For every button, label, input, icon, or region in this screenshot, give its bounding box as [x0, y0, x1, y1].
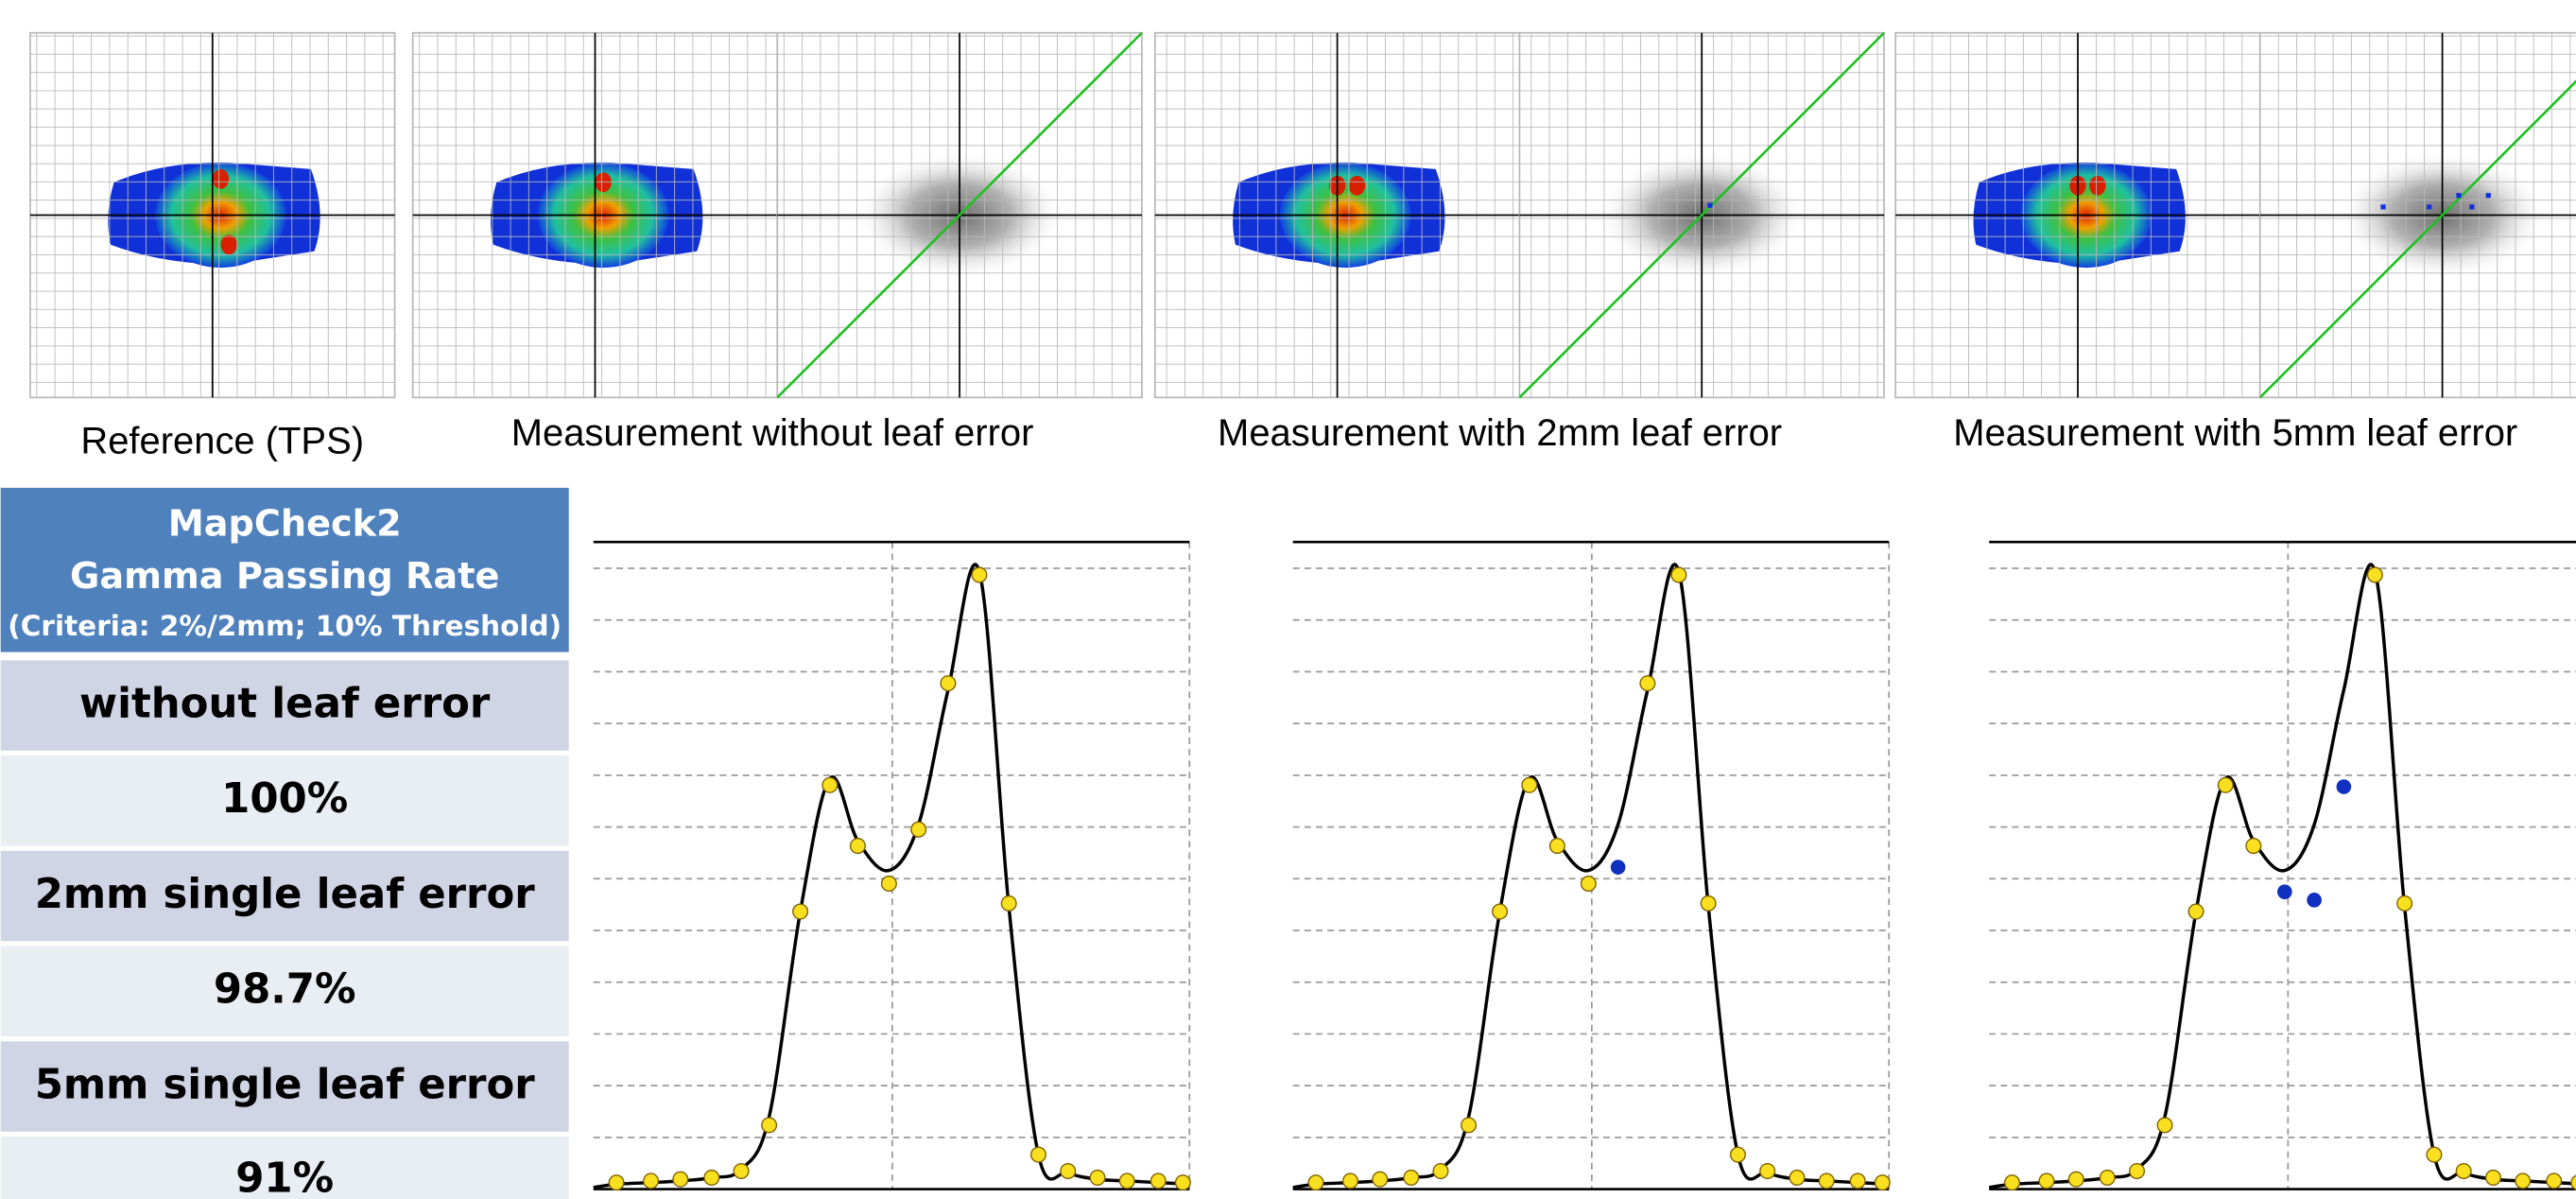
- table-cell: 5mm single leaf error: [35, 1061, 536, 1108]
- pass-point: [2188, 904, 2204, 919]
- figure: Reference (TPS) Measurement without leaf…: [0, 0, 2576, 1199]
- pass-point: [2068, 1172, 2083, 1187]
- fail-point: [1707, 203, 1712, 208]
- pass-point: [1550, 839, 1565, 854]
- pass-point: [851, 839, 866, 854]
- page: Reference (TPS) Measurement without leaf…: [0, 0, 2576, 1199]
- fail-point: [2277, 884, 2292, 899]
- pass-point: [673, 1172, 688, 1187]
- fail-point: [2307, 893, 2322, 908]
- fail-point: [2469, 204, 2474, 209]
- pass-point: [1404, 1171, 1419, 1186]
- pass-point: [1308, 1175, 1323, 1190]
- pass-point: [1001, 896, 1016, 912]
- pass-point: [2547, 1173, 2562, 1189]
- pass-point: [762, 1118, 777, 1133]
- pass-point: [2039, 1173, 2054, 1189]
- table-cell: 2mm single leaf error: [35, 871, 536, 918]
- table-cell: 98.7%: [214, 966, 356, 1014]
- fail-point: [2380, 204, 2385, 209]
- header-line: MapCheck2: [168, 503, 402, 545]
- pass-point: [2005, 1175, 2020, 1190]
- dose-map: [1155, 33, 1520, 398]
- caption: Measurement with 2mm leaf error: [1218, 412, 1782, 454]
- header-line: Gamma Passing Rate: [70, 556, 499, 598]
- pass-point: [2571, 1175, 2576, 1190]
- pass-point: [882, 877, 897, 892]
- fail-point: [2337, 779, 2352, 794]
- caption: Measurement without leaf error: [511, 412, 1034, 454]
- caption: Reference (TPS): [80, 421, 364, 462]
- pass-point: [1150, 1173, 1166, 1189]
- pass-point: [1031, 1147, 1046, 1162]
- table-cell: 91%: [235, 1155, 334, 1199]
- pass-point: [1819, 1173, 1834, 1189]
- header-line: (Criteria: 2%/2mm; 10% Threshold): [8, 610, 562, 642]
- pass-point: [822, 777, 838, 792]
- pass-point: [734, 1164, 749, 1179]
- pass-point: [1090, 1171, 1105, 1186]
- pass-point: [2456, 1164, 2471, 1179]
- pass-point: [1701, 896, 1716, 912]
- pass-point: [2368, 567, 2383, 582]
- pass-point: [1850, 1173, 1865, 1189]
- pass-point: [2130, 1164, 2145, 1179]
- pass-point: [1522, 777, 1537, 792]
- pass-point: [1640, 676, 1655, 691]
- fail-point: [2427, 204, 2431, 209]
- pass-point: [2246, 839, 2261, 854]
- fail-point: [1611, 860, 1626, 875]
- profiles: [594, 542, 2576, 1190]
- pass-point: [793, 904, 808, 919]
- profile-plot: [1989, 542, 2576, 1190]
- gamma-map: [2260, 33, 2576, 398]
- results-table: MapCheck2 Gamma Passing Rate (Criteria: …: [1, 488, 569, 1199]
- caption: Measurement with 5mm leaf error: [1953, 412, 2517, 454]
- pass-point: [1343, 1173, 1358, 1189]
- dose-map: [30, 33, 395, 398]
- dose-maps: [30, 33, 2576, 398]
- pass-point: [1875, 1175, 1890, 1190]
- profile-plot: [1293, 542, 1890, 1190]
- fail-point: [2456, 193, 2461, 198]
- pass-point: [2427, 1147, 2442, 1162]
- pass-point: [2397, 896, 2412, 912]
- dose-map: [413, 33, 778, 398]
- pass-point: [704, 1171, 719, 1186]
- dose-map: [1895, 33, 2260, 398]
- profile-plot: [594, 542, 1190, 1190]
- gamma-map: [777, 33, 1142, 398]
- table-cell: without leaf error: [79, 680, 491, 727]
- table-cell: 100%: [221, 775, 348, 823]
- pass-point: [2157, 1118, 2172, 1133]
- pass-point: [1373, 1172, 1388, 1187]
- pass-point: [609, 1175, 624, 1190]
- pass-point: [941, 676, 956, 691]
- pass-point: [1789, 1171, 1805, 1186]
- pass-point: [1461, 1118, 1477, 1133]
- pass-point: [1582, 877, 1597, 892]
- pass-point: [972, 567, 987, 582]
- pass-point: [2486, 1171, 2501, 1186]
- pass-point: [2100, 1171, 2115, 1186]
- pass-point: [1671, 567, 1686, 582]
- pass-point: [1433, 1164, 1448, 1179]
- pass-point: [2515, 1173, 2531, 1189]
- profile-curve: [1989, 565, 2576, 1188]
- fail-point: [2486, 193, 2491, 198]
- pass-point: [1061, 1164, 1076, 1179]
- pass-point: [1760, 1164, 1775, 1179]
- pass-point: [1731, 1147, 1746, 1162]
- pass-point: [2219, 777, 2234, 792]
- pass-point: [1176, 1175, 1191, 1190]
- pass-point: [644, 1173, 659, 1189]
- pass-point: [1119, 1173, 1134, 1189]
- gamma-map: [1519, 33, 1884, 398]
- pass-point: [911, 822, 926, 837]
- pass-point: [1493, 904, 1508, 919]
